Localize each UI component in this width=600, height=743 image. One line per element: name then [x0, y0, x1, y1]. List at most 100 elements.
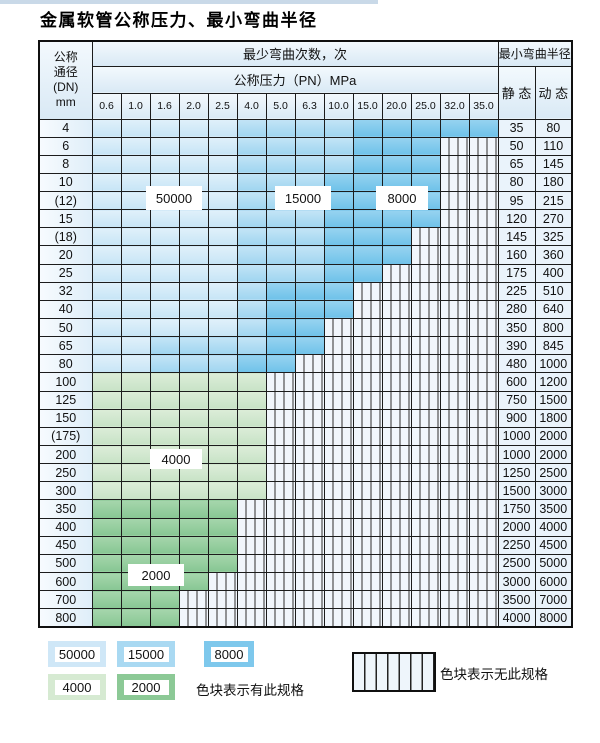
spec-cell-none	[410, 608, 441, 628]
spec-cell-4000	[149, 408, 180, 428]
spec-cell-none	[323, 318, 354, 338]
pressure-tick: 20.0	[381, 92, 412, 120]
static-radius-cell: 120	[497, 209, 536, 229]
spec-cell-none	[352, 408, 383, 428]
spec-cell-none	[439, 263, 470, 283]
pressure-tick: 5.0	[265, 92, 296, 120]
spec-cell-none	[381, 354, 412, 374]
spec-cell-none	[439, 154, 470, 174]
spec-cell-4000	[236, 390, 267, 410]
spec-cell-50000	[149, 227, 180, 247]
spec-cell-15000	[294, 136, 325, 156]
spec-cell-2000	[178, 499, 209, 519]
spec-cell-none	[410, 553, 441, 574]
spec-cell-2000	[207, 535, 238, 555]
dynamic-radius-cell: 1000	[534, 354, 573, 374]
spec-cell-none	[294, 445, 325, 465]
spec-cell-2000	[149, 499, 180, 519]
spec-cell-none	[207, 608, 238, 628]
bend-radius-header: 最小弯曲半径	[497, 40, 573, 67]
static-radius-cell: 1750	[497, 499, 536, 519]
dn-cell: 80	[38, 354, 93, 374]
spec-cell-2000	[120, 590, 151, 610]
spec-cell-none	[468, 318, 499, 338]
dynamic-radius-cell: 1500	[534, 390, 573, 410]
pressure-tick: 4.0	[236, 92, 267, 120]
spec-cell-none	[265, 499, 296, 519]
spec-cell-8000	[352, 154, 383, 174]
spec-cell-none	[352, 481, 383, 501]
top-decorative-strip	[0, 0, 378, 4]
static-radius-cell: 480	[497, 354, 536, 374]
spec-cell-none	[410, 245, 441, 265]
spec-cell-8000	[381, 118, 412, 138]
spec-cell-50000	[120, 263, 151, 283]
spec-cell-none	[294, 608, 325, 628]
spec-cell-50000	[91, 245, 122, 265]
spec-cell-none	[410, 499, 441, 519]
spec-cell-2000	[149, 535, 180, 555]
table-row: 600 3000 6000	[38, 572, 573, 592]
dynamic-radius-cell: 800	[534, 318, 573, 338]
legend-swatch-4000: 4000	[48, 674, 106, 700]
spec-cell-none	[352, 318, 383, 338]
dn-cell: 450	[38, 535, 93, 555]
spec-cell-50000	[91, 299, 122, 320]
spec-cell-none	[468, 281, 499, 301]
corner-line-4: mm	[55, 95, 76, 110]
spec-cell-none	[236, 553, 267, 574]
spec-cell-8000	[323, 245, 354, 265]
dn-cell: 25	[38, 263, 93, 283]
spec-cell-50000	[120, 227, 151, 247]
table-row: 125 750 1500	[38, 390, 573, 410]
dn-cell: 15	[38, 209, 93, 229]
pressure-tick: 0.6	[91, 92, 122, 120]
spec-cell-8000	[352, 136, 383, 156]
zone-label-4000: 4000	[150, 449, 202, 469]
spec-cell-2000	[120, 535, 151, 555]
spec-cell-none	[439, 136, 470, 156]
spec-cell-15000	[236, 191, 267, 211]
spec-cell-8000	[439, 118, 470, 138]
spec-cell-15000	[236, 172, 267, 193]
table-row: 800 4000 8000	[38, 608, 573, 628]
spec-cell-8000	[410, 136, 441, 156]
dn-cell: 800	[38, 608, 93, 628]
spec-cell-none	[352, 426, 383, 447]
spec-cell-50000	[178, 263, 209, 283]
dynamic-radius-cell: 400	[534, 263, 573, 283]
spec-cell-none	[439, 209, 470, 229]
spec-cell-none	[352, 590, 383, 610]
spec-cell-4000	[120, 463, 151, 483]
spec-cell-none	[468, 608, 499, 628]
table-row: 100 600 1200	[38, 372, 573, 392]
pressure-tick: 10.0	[323, 92, 354, 120]
spec-cell-2000	[120, 608, 151, 628]
spec-cell-none	[323, 499, 354, 519]
spec-cell-none	[265, 553, 296, 574]
static-radius-cell: 390	[497, 336, 536, 356]
spec-cell-8000	[294, 336, 325, 356]
static-radius-cell: 1000	[497, 445, 536, 465]
table-row: 150 900 1800	[38, 408, 573, 428]
spec-cell-50000	[91, 154, 122, 174]
dynamic-radius-cell: 510	[534, 281, 573, 301]
spec-cell-none	[323, 608, 354, 628]
table-row: 200 1000 2000	[38, 445, 573, 465]
spec-cell-none	[323, 572, 354, 592]
spec-cell-50000	[120, 154, 151, 174]
legend-swatch-label: 8000	[210, 646, 248, 662]
spec-cell-2000	[91, 572, 122, 592]
spec-cell-50000	[207, 209, 238, 229]
spec-cell-50000	[178, 227, 209, 247]
spec-cell-4000	[91, 481, 122, 501]
spec-cell-50000	[120, 299, 151, 320]
spec-cell-15000	[178, 354, 209, 374]
spec-cell-8000	[352, 118, 383, 138]
static-radius-cell: 65	[497, 154, 536, 174]
spec-cell-4000	[91, 445, 122, 465]
spec-cell-50000	[149, 118, 180, 138]
spec-cell-none	[381, 517, 412, 537]
spec-cell-15000	[265, 154, 296, 174]
spec-cell-4000	[178, 390, 209, 410]
